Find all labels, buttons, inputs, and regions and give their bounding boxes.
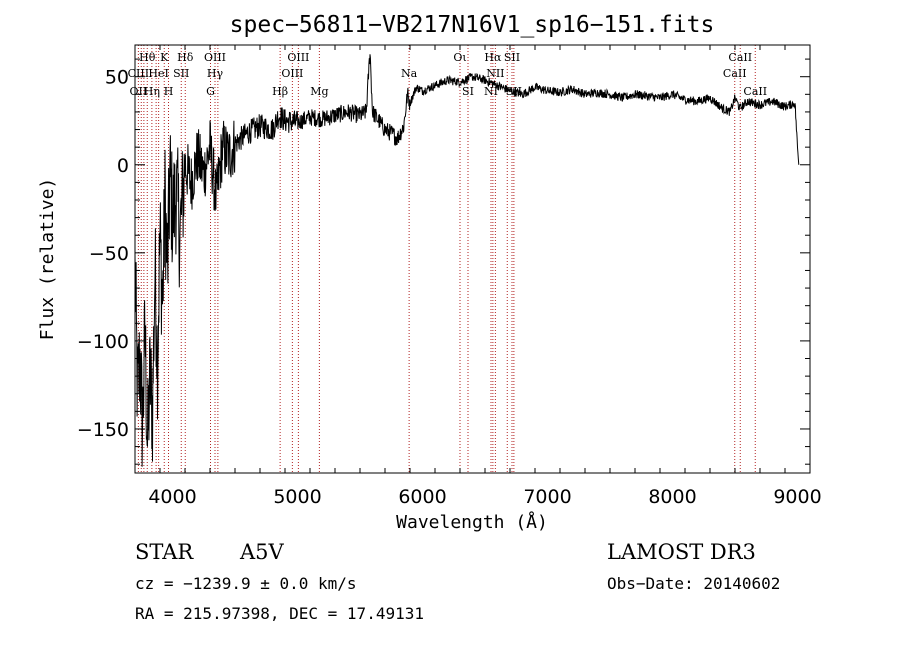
spectral-line-label: Hβ: [272, 85, 288, 98]
spectral-line-label: HeI: [148, 67, 168, 80]
spectral-line-label: Hη: [144, 85, 160, 98]
y-tick-label: −100: [77, 331, 129, 353]
y-tick-label: 0: [117, 155, 129, 177]
spectral-line-label: G: [206, 85, 215, 98]
y-axis-label: Flux (relative): [37, 178, 58, 341]
spectral-line-label: OII: [130, 85, 148, 98]
spectral-line-label: Oι: [453, 51, 466, 64]
spectral-line-label: SII: [504, 51, 520, 64]
x-axis-label: Wavelength (Å): [396, 511, 548, 533]
spectral-line-label: SI: [462, 85, 474, 98]
x-tick-label: 8000: [648, 486, 696, 508]
x-tick-label: 6000: [398, 486, 446, 508]
y-tick-label: −50: [89, 243, 129, 265]
spectral-line-label: Hα: [484, 51, 502, 64]
y-tick-label: 50: [105, 67, 129, 89]
spectrum-series-line: [134, 54, 800, 467]
spectral-line-label: CaII: [743, 85, 767, 98]
spectral-line-markers: [137, 45, 756, 473]
spectral-line-label: SII: [173, 67, 189, 80]
spectral-line-label: NII: [486, 67, 504, 80]
spectral-line-label: Na: [401, 67, 418, 80]
spectral-line-label: NI: [484, 85, 498, 98]
spectral-line-label: CaII: [723, 67, 747, 80]
x-tick-label: 7000: [523, 486, 571, 508]
spectral-line-label: Hγ: [207, 67, 224, 80]
x-axis-ticks: 4000 5000 6000 7000 8000 9000: [148, 45, 822, 508]
coordinates-readout: RA = 215.97398, DEC = 17.49131: [135, 604, 424, 623]
plot-frame: [134, 44, 811, 474]
y-tick-label: −150: [77, 419, 129, 441]
y-axis-ticks: −150 −100 −50 0 50: [77, 58, 810, 465]
spectral-line-label: OIII: [281, 67, 303, 80]
redshift-readout: cz = −1239.9 ± 0.0 km/s: [135, 574, 357, 593]
spectral-line-label: H: [164, 85, 174, 98]
object-class: STAR: [135, 540, 194, 564]
spectral-line-label: Hθ: [139, 51, 156, 64]
spectral-line-label: Mg: [310, 85, 328, 98]
spectral-line-label: K: [160, 51, 169, 64]
x-tick-label: 4000: [148, 486, 196, 508]
spectral-line-label: OIII: [204, 51, 226, 64]
spectral-line-label: Hδ: [177, 51, 194, 64]
observation-date: Obs−Date: 20140602: [607, 574, 781, 593]
chart-title: spec−56811−VB217N16V1_sp16−151.fits: [230, 12, 715, 38]
spectral-line-label: CaII: [728, 51, 752, 64]
survey-name: LAMOST DR3: [607, 540, 756, 564]
x-tick-label: 5000: [273, 486, 321, 508]
spectral-line-label: OIII: [287, 51, 309, 64]
object-subclass: A5V: [240, 540, 284, 564]
x-tick-label: 9000: [773, 486, 821, 508]
spectral-line-label: CIII: [128, 67, 149, 80]
